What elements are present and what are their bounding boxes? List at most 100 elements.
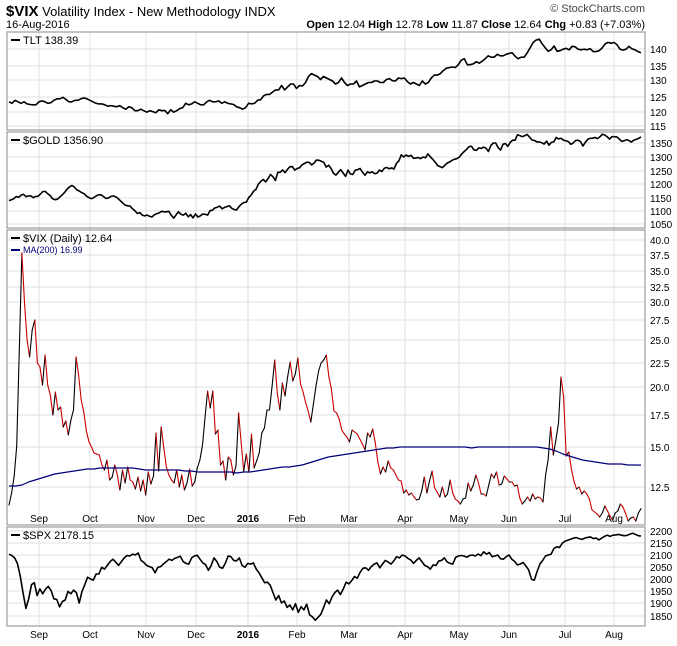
price-segment-vix (90, 446, 95, 454)
price-segment-vix (542, 474, 547, 503)
price-segment-vix (80, 399, 85, 413)
y-tick-label-vix: 40.0 (650, 236, 670, 247)
series-line-vix-1 (9, 446, 642, 487)
exchange: INDX (244, 4, 276, 19)
price-segment-vix (256, 452, 260, 462)
x-tick-label: Apr (397, 514, 413, 525)
price-segment-vix (436, 491, 441, 498)
price-segment-vix (75, 356, 80, 376)
price-segment-vix (336, 412, 340, 420)
price-segment-vix (124, 466, 129, 484)
legend-gold: $GOLD 1356.90 (11, 135, 103, 147)
price-segment-vix (359, 438, 363, 445)
price-segment-vix (596, 513, 601, 518)
price-segment-vix (41, 354, 46, 386)
price-segment-vix (248, 433, 253, 473)
legend-tlt: TLT 138.39 (11, 35, 78, 47)
price-segment-vix (163, 447, 167, 468)
price-segment-vix (67, 419, 72, 436)
price-segment-vix (227, 456, 232, 461)
stockcharts-logo[interactable]: © StockCharts.com (550, 3, 645, 15)
price-segment-vix (88, 441, 93, 448)
price-segment-vix (599, 512, 603, 518)
close-label: Close (481, 19, 512, 31)
y-tick-label-vix: 15.0 (650, 443, 670, 454)
y-tick-label-spx: 1850 (650, 612, 673, 623)
low-label: Low (426, 19, 449, 31)
price-segment-vix (555, 422, 560, 441)
price-segment-vix (250, 433, 255, 469)
price-segment-vix (109, 476, 113, 481)
price-segment-vix (452, 492, 456, 500)
price-segment-vix (176, 469, 180, 488)
price-segment-vix (98, 454, 103, 466)
price-segment-vix (297, 357, 302, 385)
price-segment-vix (457, 500, 461, 505)
price-segment-vix (563, 396, 567, 457)
price-segment-vix (325, 354, 330, 378)
price-segment-vix (49, 394, 54, 416)
price-segment-vix (140, 479, 144, 492)
price-segment-vix (573, 480, 578, 490)
price-segment-vix (114, 464, 118, 476)
price-segment-vix (472, 474, 477, 486)
price-segment-vix (501, 475, 505, 485)
price-segment-vix (54, 391, 59, 411)
price-segment-vix (271, 359, 276, 387)
price-segment-vix (235, 412, 240, 467)
price-segment-vix (181, 474, 185, 491)
price-segment-vix (379, 466, 384, 475)
price-segment-vix (134, 476, 139, 490)
y-tick-label-tlt: 140 (650, 45, 667, 56)
price-segment-vix (165, 466, 170, 476)
price-segment-vix (199, 444, 204, 461)
price-segment-vix (189, 468, 193, 487)
price-segment-vix (240, 442, 245, 472)
price-segment-vix (268, 385, 273, 411)
price-segment-vix (52, 391, 56, 416)
legend-spx: $SPX 2178.15 (11, 530, 94, 542)
y-tick-label-tlt: 125 (650, 93, 667, 104)
price-segment-vix (488, 473, 492, 486)
price-segment-vix (426, 480, 431, 494)
price-segment-vix (36, 362, 41, 368)
price-segment-vix (299, 383, 304, 393)
price-segment-vix (578, 486, 583, 495)
price-segment-vix (374, 442, 379, 463)
price-segment-vix (356, 433, 361, 440)
price-segment-vix (263, 409, 268, 429)
price-segment-vix (238, 412, 242, 444)
y-tick-label-vix: 25.0 (650, 336, 670, 347)
price-segment-vix (431, 470, 436, 489)
price-segment-vix (18, 252, 23, 351)
price-segment-vix (132, 481, 136, 490)
panel-frame-vix (6, 229, 646, 526)
legend-label-vix: $VIX (Daily) 12.64 (23, 233, 112, 245)
y-tick-label-gold: 1250 (650, 167, 673, 178)
price-segment-vix (385, 460, 389, 473)
price-segment-vix (16, 349, 20, 447)
price-segment-vix (152, 432, 157, 477)
price-segment-vix (173, 469, 178, 484)
price-segment-vix (23, 302, 28, 341)
price-segment-vix (212, 390, 216, 435)
price-segment-vix (601, 505, 606, 514)
price-segment-vix (26, 339, 31, 358)
x-tick-label: Jun (501, 630, 517, 641)
x-tick-label: Aug (605, 630, 623, 641)
price-segment-vix (204, 390, 209, 419)
price-segment-vix (111, 464, 116, 478)
x-tick-label: Jun (501, 514, 517, 525)
price-segment-vix (160, 426, 165, 449)
x-tick-label: May (450, 514, 469, 525)
price-segment-vix (147, 471, 152, 485)
series-line-gold-0 (8, 133, 642, 219)
price-segment-vix (403, 489, 407, 494)
x-tick-label: Sep (30, 630, 48, 641)
quote-summary: Open 12.04 High 12.78 Low 11.87 Close 12… (306, 19, 645, 31)
price-segment-vix (547, 426, 552, 461)
price-segment-vix (194, 467, 198, 483)
price-segment-vix (392, 469, 397, 476)
price-segment-vix (439, 486, 443, 498)
